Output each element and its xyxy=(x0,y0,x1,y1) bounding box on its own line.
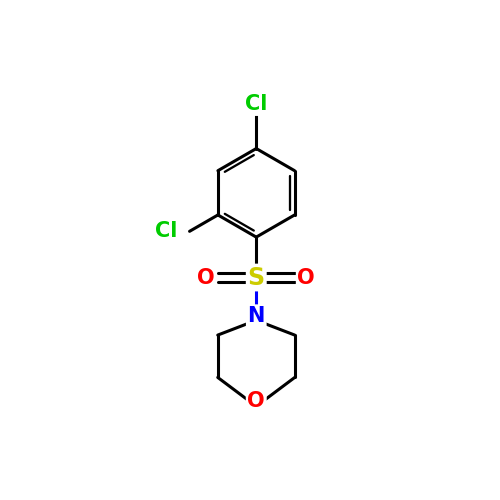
Text: Cl: Cl xyxy=(155,222,177,242)
Text: O: O xyxy=(298,268,315,287)
Text: O: O xyxy=(248,390,265,410)
Text: N: N xyxy=(248,306,265,326)
Text: O: O xyxy=(198,268,215,287)
Text: S: S xyxy=(248,266,265,289)
Text: Cl: Cl xyxy=(245,94,268,114)
